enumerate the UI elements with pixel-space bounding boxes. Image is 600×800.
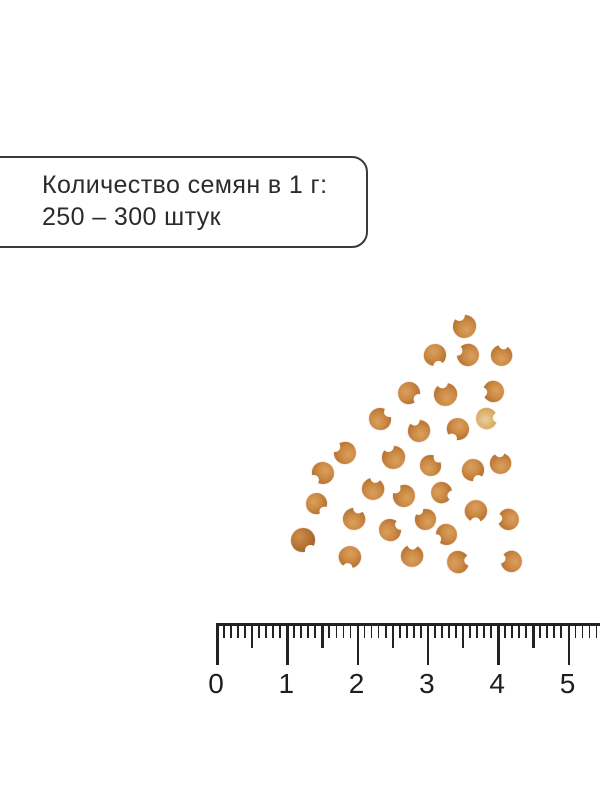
seed xyxy=(357,473,389,505)
ruler-tick-minor xyxy=(307,625,310,638)
ruler-tick-minor xyxy=(370,625,373,638)
ruler-tick-minor xyxy=(384,625,387,638)
ruler-tick-minor xyxy=(342,625,345,638)
ruler-tick-minor xyxy=(504,625,507,638)
ruler-tick-minor xyxy=(440,625,443,638)
seed-count-line-1: Количество семян в 1 г: xyxy=(42,171,328,199)
seed xyxy=(369,408,391,430)
seed xyxy=(394,378,424,408)
ruler-tick-minor xyxy=(518,625,521,638)
ruler-tick-minor xyxy=(377,625,380,638)
seed xyxy=(442,546,474,578)
seed xyxy=(330,438,360,468)
seed xyxy=(471,403,501,433)
ruler-tick-mid xyxy=(321,625,324,648)
seed xyxy=(334,541,366,573)
ruler-tick-minor xyxy=(447,625,450,638)
seed xyxy=(460,457,486,483)
ruler-tick-minor xyxy=(223,625,225,638)
seed-count-info-box: Количество семян в 1 г: 250 – 300 штук xyxy=(0,156,368,248)
ruler-tick-minor xyxy=(455,625,457,638)
seed xyxy=(485,448,515,478)
seed xyxy=(417,452,443,478)
ruler-tick-minor xyxy=(230,625,232,638)
ruler-tick-minor xyxy=(335,625,338,638)
seed xyxy=(312,462,334,484)
ruler-tick-mid xyxy=(391,625,394,648)
ruler-tick-minor xyxy=(244,625,246,638)
ruler-tick-minor xyxy=(349,625,352,638)
ruler-tick-minor xyxy=(595,625,598,638)
ruler-tick-minor xyxy=(258,625,260,638)
ruler-label-1: 1 xyxy=(278,668,295,699)
ruler-tick-minor xyxy=(469,625,471,638)
ruler-tick-minor xyxy=(363,625,366,638)
seed xyxy=(426,477,456,507)
ruler-tick-minor xyxy=(237,625,239,638)
ruler-label-3: 3 xyxy=(419,668,435,699)
ruler-tick-minor xyxy=(539,625,542,638)
ruler-tick-minor xyxy=(560,625,563,638)
ruler-tick-minor xyxy=(511,625,514,638)
seed xyxy=(405,417,433,445)
ruler-tick-minor xyxy=(279,625,282,638)
seed xyxy=(460,495,492,527)
ruler-tick-minor xyxy=(412,625,415,638)
ruler-tick-mid xyxy=(251,625,254,648)
ruler-tick-minor xyxy=(405,625,408,638)
seed xyxy=(420,340,450,370)
ruler-tick-mid xyxy=(462,625,465,648)
ruler-tick-minor xyxy=(525,625,528,638)
seed xyxy=(443,414,473,444)
seed xyxy=(391,483,417,509)
seed-count-line-2: 250 – 300 штук xyxy=(42,203,221,231)
ruler-tick-minor xyxy=(300,625,303,638)
ruler-tick-major xyxy=(356,625,360,665)
ruler-tick-minor xyxy=(433,625,436,638)
seed xyxy=(413,505,436,530)
ruler-tick-minor xyxy=(483,625,485,638)
ruler-tick-minor xyxy=(293,625,296,638)
seed xyxy=(493,504,523,534)
ruler-tick-major xyxy=(497,625,500,665)
ruler-tick-minor xyxy=(398,625,401,638)
seed xyxy=(486,340,516,370)
ruler-label-2: 2 xyxy=(348,668,365,699)
seed xyxy=(450,312,478,340)
seed xyxy=(396,540,428,572)
seed xyxy=(291,528,315,552)
ruler-tick-minor xyxy=(553,625,556,638)
seed xyxy=(430,379,460,409)
seed xyxy=(338,503,370,535)
seed xyxy=(452,339,484,371)
ruler-tick-major xyxy=(426,625,430,665)
seed xyxy=(303,490,329,516)
ruler-tick-minor xyxy=(574,625,577,638)
ruler-tick-minor xyxy=(314,625,317,638)
ruler-tick-minor xyxy=(476,625,478,638)
ruler-tick-minor xyxy=(581,625,584,638)
ruler-tick-major xyxy=(567,625,571,665)
ruler-tick-minor xyxy=(546,625,549,638)
ruler-tick-major xyxy=(216,625,219,665)
ruler-tick-minor xyxy=(588,625,591,638)
seed xyxy=(478,376,508,406)
ruler-tick-mid xyxy=(532,625,535,648)
ruler-tick-minor xyxy=(265,625,267,638)
ruler-tick-minor xyxy=(272,625,275,638)
seed xyxy=(496,546,526,576)
ruler-tick-major xyxy=(286,625,289,665)
ruler-baseline xyxy=(216,623,600,626)
ruler-label-0: 0 xyxy=(208,668,224,699)
seed xyxy=(433,521,459,547)
seed xyxy=(377,517,403,543)
seed xyxy=(379,443,407,471)
ruler-label-4: 4 xyxy=(489,668,505,699)
ruler-tick-minor xyxy=(328,625,331,638)
ruler-tick-minor xyxy=(419,625,422,638)
ruler-label-5: 5 xyxy=(559,668,576,699)
ruler-tick-minor xyxy=(490,625,492,638)
